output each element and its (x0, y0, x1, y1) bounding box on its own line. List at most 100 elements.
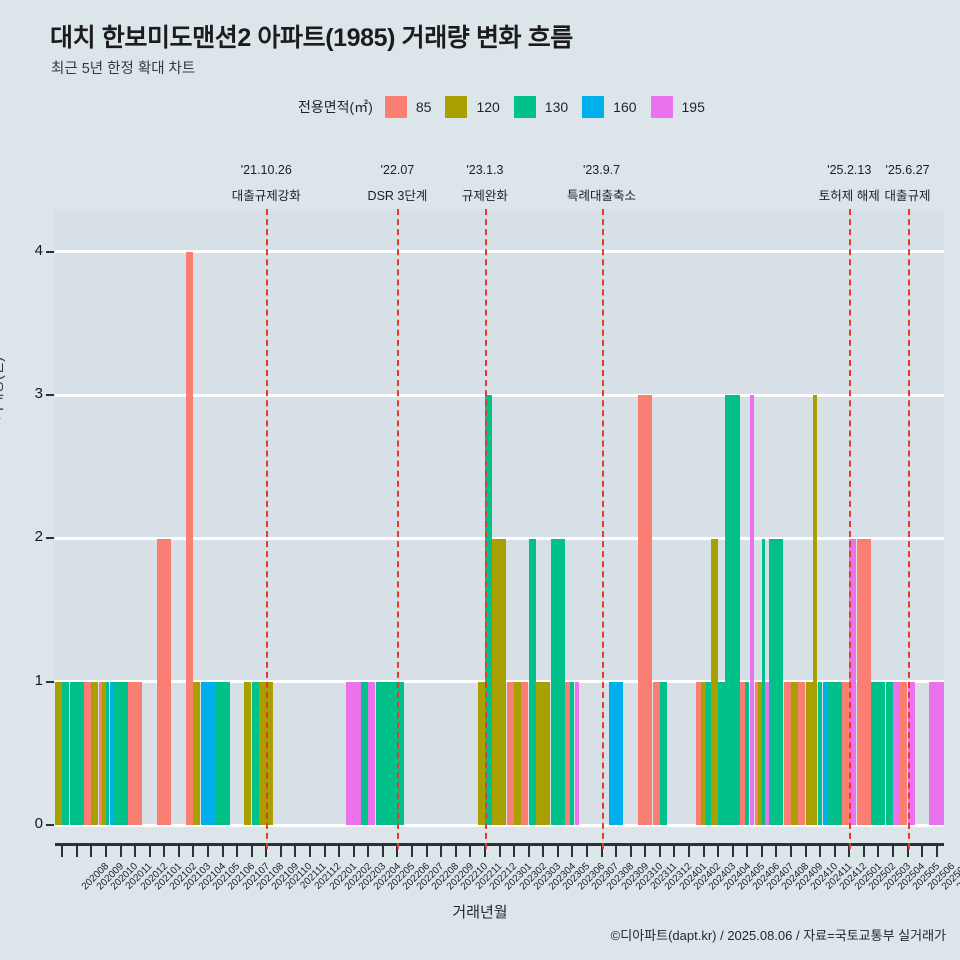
chart-bar[interactable] (157, 538, 172, 825)
chart-bar[interactable] (506, 681, 514, 825)
chart-bar[interactable] (259, 681, 274, 825)
chart-bar[interactable] (215, 681, 230, 825)
chart-bar[interactable] (574, 681, 580, 825)
chart-bar[interactable] (62, 681, 70, 825)
chart-bar[interactable] (758, 681, 762, 825)
chart-bar[interactable] (749, 395, 755, 825)
chart-bar[interactable] (106, 681, 110, 825)
chart-bar[interactable] (492, 538, 507, 825)
chart-bar[interactable] (477, 681, 485, 825)
x-tick-mark (906, 846, 909, 857)
chart-bar[interactable] (109, 681, 113, 825)
chart-bar[interactable] (769, 538, 784, 825)
chart-bar[interactable] (765, 681, 769, 825)
x-tick-mark (746, 846, 749, 857)
chart-bar[interactable] (885, 681, 893, 825)
chart-bar[interactable] (798, 681, 806, 825)
chart-bar[interactable] (892, 681, 900, 825)
x-tick-mark (687, 846, 690, 857)
chart-bar[interactable] (193, 681, 201, 825)
x-tick-mark (498, 846, 501, 857)
chart-bar[interactable] (361, 681, 369, 825)
legend-item[interactable]: 130 (513, 96, 569, 118)
chart-bar[interactable] (754, 681, 758, 825)
chart-bar[interactable] (790, 681, 798, 825)
chart-bar[interactable] (710, 538, 718, 825)
x-tick-mark (571, 846, 574, 857)
chart-bar[interactable] (514, 681, 522, 825)
x-tick-mark (236, 846, 239, 857)
chart-bar[interactable] (849, 538, 857, 825)
event-name-label: 특례대출축소 (567, 189, 637, 203)
legend-item[interactable]: 195 (650, 96, 705, 118)
chart-bar[interactable] (251, 681, 259, 825)
x-tick-mark (644, 846, 647, 857)
chart-bar[interactable] (812, 395, 818, 825)
legend-swatch-icon (445, 96, 468, 118)
chart-bar[interactable] (871, 681, 886, 825)
chart-bar[interactable] (84, 681, 92, 825)
chart-bar[interactable] (98, 681, 103, 825)
x-tick-mark (105, 846, 107, 857)
chart-bar[interactable] (346, 681, 361, 825)
chart-bar[interactable] (200, 681, 215, 825)
x-tick-mark (615, 846, 618, 857)
y-tick-mark (46, 394, 54, 397)
x-tick-mark (921, 846, 924, 857)
y-tick-label: 4 (34, 241, 43, 259)
chart-bar[interactable] (535, 681, 551, 825)
x-tick-mark (513, 846, 516, 857)
legend-item[interactable]: 120 (445, 96, 500, 118)
chart-bar[interactable] (102, 681, 106, 825)
chart-bar[interactable] (725, 395, 740, 825)
chart-bar[interactable] (761, 538, 766, 825)
x-tick-mark (731, 846, 734, 857)
x-tick-mark (702, 846, 705, 857)
chart-bar[interactable] (637, 395, 653, 825)
chart-bar[interactable] (822, 681, 828, 825)
chart-bar[interactable] (739, 681, 745, 825)
chart-bar[interactable] (817, 681, 823, 825)
x-tick-mark (527, 846, 530, 857)
chart-bar[interactable] (91, 681, 99, 825)
chart-bar[interactable] (696, 681, 701, 825)
chart-bar[interactable] (744, 681, 750, 825)
legend-label: 130 (544, 99, 569, 115)
chart-bar[interactable] (856, 538, 871, 825)
event-name-label: 규제완화 (461, 189, 508, 203)
chart-bar[interactable] (113, 681, 128, 825)
chart-bar[interactable] (907, 681, 915, 825)
chart-bar[interactable] (528, 538, 536, 825)
chart-bar[interactable] (244, 681, 252, 825)
chart-bar[interactable] (550, 538, 565, 825)
chart-bar[interactable] (841, 681, 849, 825)
legend-item[interactable]: 85 (384, 96, 431, 118)
chart-bar[interactable] (390, 681, 405, 825)
chart-bar[interactable] (701, 681, 706, 825)
chart-bar[interactable] (375, 681, 390, 825)
gridline (55, 250, 944, 254)
chart-bar[interactable] (900, 681, 908, 825)
chart-bar[interactable] (827, 681, 842, 825)
chart-bar[interactable] (186, 251, 194, 825)
chart-bar[interactable] (805, 681, 813, 825)
chart-bar[interactable] (127, 681, 143, 825)
legend-item[interactable]: 160 (582, 96, 637, 118)
chart-bar[interactable] (565, 681, 570, 825)
chart-bar[interactable] (659, 681, 667, 825)
chart-bar[interactable] (783, 681, 791, 825)
chart-bar[interactable] (718, 681, 726, 825)
chart-bar[interactable] (608, 681, 624, 825)
y-tick-mark (46, 537, 54, 540)
chart-bar[interactable] (69, 681, 84, 825)
chart-bar[interactable] (368, 681, 376, 825)
chart-bar[interactable] (652, 681, 660, 825)
chart-bar[interactable] (521, 681, 529, 825)
x-tick-mark (600, 846, 603, 857)
chart-bar[interactable] (569, 681, 575, 825)
chart-bar[interactable] (484, 395, 492, 825)
chart-bar[interactable] (705, 681, 711, 825)
chart-bar[interactable] (55, 681, 62, 825)
x-tick-mark (775, 846, 778, 857)
chart-bar[interactable] (929, 681, 944, 825)
